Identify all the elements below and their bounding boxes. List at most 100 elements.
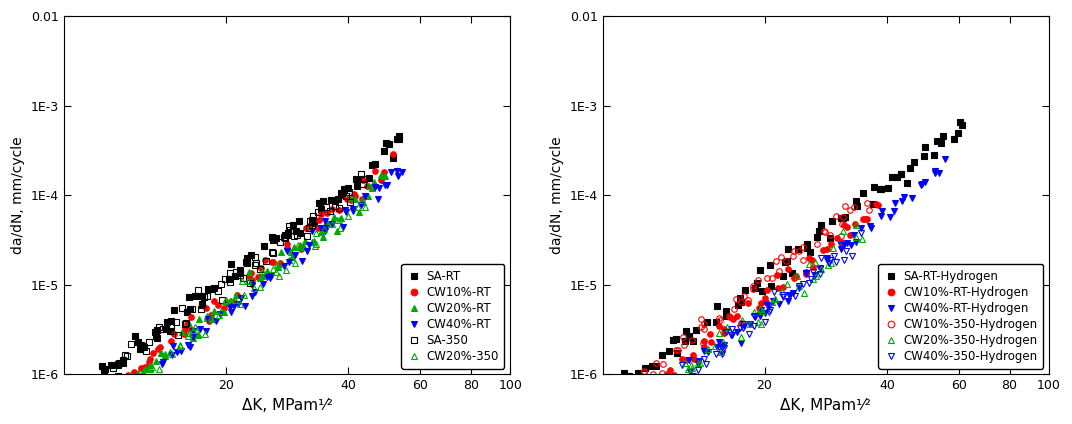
CW20%-350-Hydrogen — [709, 343, 721, 349]
Y-axis label: da/dN, mm/cycle: da/dN, mm/cycle — [11, 137, 25, 254]
CW40%-RT-Hydrogen — [939, 156, 952, 162]
CW20%-350 — [183, 330, 196, 335]
CW40%-350-Hydrogen — [660, 388, 673, 393]
CW10%-RT — [164, 339, 177, 344]
CW10%-350-Hydrogen — [672, 347, 685, 352]
SA-RT-Hydrogen — [810, 235, 823, 240]
CW20%-RT — [348, 196, 361, 201]
Line: CW20%-350-Hydrogen: CW20%-350-Hydrogen — [619, 223, 864, 424]
CW10%-350-Hydrogen — [650, 361, 662, 366]
SA-350 — [61, 396, 74, 401]
CW10%-RT-Hydrogen — [661, 371, 674, 377]
CW20%-350-Hydrogen — [679, 360, 691, 365]
SA-RT-Hydrogen — [953, 120, 966, 125]
SA-RT-Hydrogen — [834, 215, 847, 220]
SA-350 — [259, 258, 272, 263]
SA-RT — [72, 397, 85, 402]
CW20%-350 — [99, 407, 111, 412]
CW20%-RT — [192, 331, 205, 336]
X-axis label: ΔK, MPam¹⁄²: ΔK, MPam¹⁄² — [241, 398, 332, 413]
CW20%-350 — [145, 365, 158, 370]
CW20%-RT — [244, 278, 257, 283]
CW20%-350 — [98, 407, 110, 412]
CW10%-RT-Hydrogen — [861, 217, 874, 222]
CW20%-350 — [269, 269, 282, 274]
CW40%-RT — [355, 202, 368, 207]
SA-RT-Hydrogen — [599, 407, 612, 413]
CW10%-350-Hydrogen — [770, 259, 783, 264]
CW40%-350-Hydrogen — [716, 344, 729, 349]
CW20%-350 — [189, 325, 202, 330]
CW10%-350-Hydrogen — [676, 335, 689, 340]
Line: CW10%-RT: CW10%-RT — [104, 151, 396, 401]
SA-RT — [391, 136, 404, 141]
CW20%-350 — [174, 343, 187, 348]
SA-RT-Hydrogen — [815, 223, 828, 228]
Y-axis label: da/dN, mm/cycle: da/dN, mm/cycle — [550, 137, 564, 254]
CW10%-350-Hydrogen — [861, 201, 874, 206]
SA-RT — [64, 393, 77, 399]
CW20%-RT — [366, 185, 378, 190]
X-axis label: ΔK, MPam¹⁄²: ΔK, MPam¹⁄² — [780, 398, 872, 413]
CW10%-RT-Hydrogen — [869, 201, 882, 206]
CW40%-RT — [139, 375, 152, 380]
CW40%-350-Hydrogen — [675, 363, 688, 368]
CW20%-RT — [95, 399, 108, 404]
SA-350 — [355, 172, 368, 177]
CW40%-RT-Hydrogen — [897, 195, 910, 200]
Legend: SA-RT-Hydrogen, CW10%-RT-Hydrogen, CW40%-RT-Hydrogen, CW10%-350-Hydrogen, CW20%-: SA-RT-Hydrogen, CW10%-RT-Hydrogen, CW40%… — [878, 264, 1043, 368]
SA-RT-Hydrogen — [918, 153, 930, 159]
SA-350 — [273, 239, 286, 244]
CW20%-350 — [362, 183, 375, 188]
CW20%-RT — [378, 173, 391, 178]
Line: CW40%-RT: CW40%-RT — [103, 168, 405, 413]
SA-RT — [208, 285, 221, 290]
CW40%-RT — [396, 169, 408, 174]
CW20%-350-Hydrogen — [625, 419, 638, 424]
CW10%-RT-Hydrogen — [734, 321, 747, 326]
CW10%-350-Hydrogen — [863, 207, 876, 212]
SA-350 — [254, 266, 267, 271]
CW10%-RT-Hydrogen — [680, 357, 693, 363]
CW40%-RT-Hydrogen — [863, 224, 876, 229]
CW40%-RT — [187, 329, 199, 334]
CW40%-RT-Hydrogen — [933, 170, 946, 176]
CW10%-RT-Hydrogen — [713, 323, 726, 328]
CW10%-350-Hydrogen — [600, 406, 613, 411]
SA-RT-Hydrogen — [955, 122, 968, 127]
CW10%-RT — [374, 177, 387, 182]
CW40%-RT — [346, 206, 359, 212]
Line: CW10%-350-Hydrogen: CW10%-350-Hydrogen — [605, 201, 872, 411]
CW40%-RT — [100, 408, 113, 413]
CW20%-350-Hydrogen — [855, 237, 868, 242]
SA-RT — [267, 238, 280, 243]
CW10%-350-Hydrogen — [697, 340, 710, 345]
SA-RT-Hydrogen — [763, 262, 776, 267]
CW10%-RT-Hydrogen — [837, 223, 850, 228]
SA-RT-Hydrogen — [850, 198, 863, 204]
SA-350 — [249, 262, 262, 268]
CW20%-RT — [374, 173, 387, 178]
CW10%-350-Hydrogen — [686, 338, 699, 343]
CW20%-350-Hydrogen — [849, 235, 862, 240]
CW10%-RT-Hydrogen — [872, 203, 884, 208]
CW20%-350-Hydrogen — [822, 262, 835, 268]
CW10%-RT — [223, 300, 236, 305]
Line: CW40%-350-Hydrogen: CW40%-350-Hydrogen — [599, 230, 863, 424]
CW10%-RT — [101, 395, 114, 400]
CW20%-350-Hydrogen — [660, 391, 673, 396]
Legend: SA-RT, CW10%-RT, CW20%-RT, CW40%-RT, SA-350, CW20%-350: SA-RT, CW10%-RT, CW20%-RT, CW40%-RT, SA-… — [401, 264, 504, 368]
CW20%-350-Hydrogen — [614, 413, 627, 418]
Line: SA-RT: SA-RT — [63, 133, 402, 403]
SA-350 — [73, 401, 86, 406]
SA-350 — [192, 288, 205, 293]
CW40%-RT-Hydrogen — [849, 240, 862, 245]
SA-350 — [328, 203, 341, 208]
CW20%-350-Hydrogen — [850, 223, 863, 228]
CW40%-RT — [265, 273, 278, 279]
CW40%-RT-Hydrogen — [864, 225, 877, 230]
SA-RT — [362, 176, 375, 181]
CW10%-RT — [183, 326, 196, 332]
SA-RT — [282, 231, 295, 236]
Line: CW10%-RT-Hydrogen: CW10%-RT-Hydrogen — [600, 201, 881, 424]
